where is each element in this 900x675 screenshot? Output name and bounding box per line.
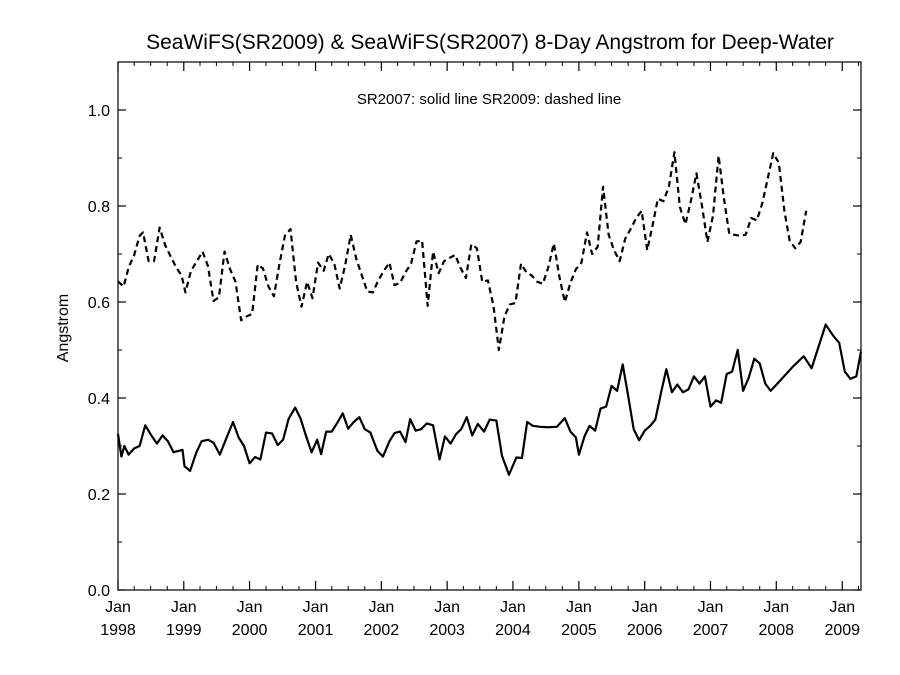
x-tick-month-label: Jan [368, 599, 394, 616]
y-axis: 0.0 0.2 0.4 0.6 0.8 1.0 [88, 61, 861, 600]
chart-title: SeaWiFS(SR2009) & SeaWiFS(SR2007) 8-Day … [146, 31, 834, 54]
x-tick-year-label: 2007 [693, 622, 729, 639]
x-tick-month-label: Jan [829, 599, 855, 616]
x-tick-year-label: 1999 [166, 622, 202, 639]
x-tick-month-label: Jan [763, 599, 789, 616]
x-tick-month-label: Jan [434, 599, 460, 616]
y-tick-label: 1.0 [88, 103, 110, 120]
x-tick-year-label: 2006 [627, 622, 663, 639]
y-tick-label: 0.8 [88, 199, 110, 216]
y-tick-label: 0.6 [88, 295, 110, 312]
x-tick-month-label: Jan [500, 599, 526, 616]
x-tick-year-label: 2000 [232, 622, 268, 639]
x-tick-month-label: Jan [566, 599, 592, 616]
x-tick-year-label: 2008 [758, 622, 794, 639]
series-line-dashed [117, 151, 808, 352]
x-tick-month-label: Jan [698, 599, 724, 616]
y-tick-label: 0.2 [88, 487, 110, 504]
y-tick-label: 0.4 [88, 391, 110, 408]
x-tick-year-label: 1998 [100, 622, 136, 639]
x-tick-year-label: 2005 [561, 622, 597, 639]
x-tick-year-label: 2001 [298, 622, 334, 639]
x-tick-month-label: Jan [171, 599, 197, 616]
series-legend-annotation: SR2007: solid line SR2009: dashed line [357, 91, 621, 108]
x-tick-year-label: 2003 [429, 622, 465, 639]
series-layer [116, 151, 863, 476]
series-line-solid [116, 323, 863, 476]
x-tick-year-label: 2009 [824, 622, 860, 639]
x-tick-month-label: Jan [632, 599, 658, 616]
y-tick-label: 0.0 [88, 583, 110, 600]
y-axis-label: Angstrom [55, 294, 72, 362]
x-tick-month-label: Jan [237, 599, 263, 616]
x-tick-month-label: Jan [105, 599, 131, 616]
x-tick-year-label: 2004 [495, 622, 531, 639]
x-tick-year-label: 2002 [364, 622, 400, 639]
x-tick-month-label: Jan [303, 599, 329, 616]
x-axis: Jan 1998 Jan 1999 Jan 2000 Jan 2001 Jan 2002 Jan 20… [100, 62, 860, 639]
plot-frame [117, 61, 862, 591]
